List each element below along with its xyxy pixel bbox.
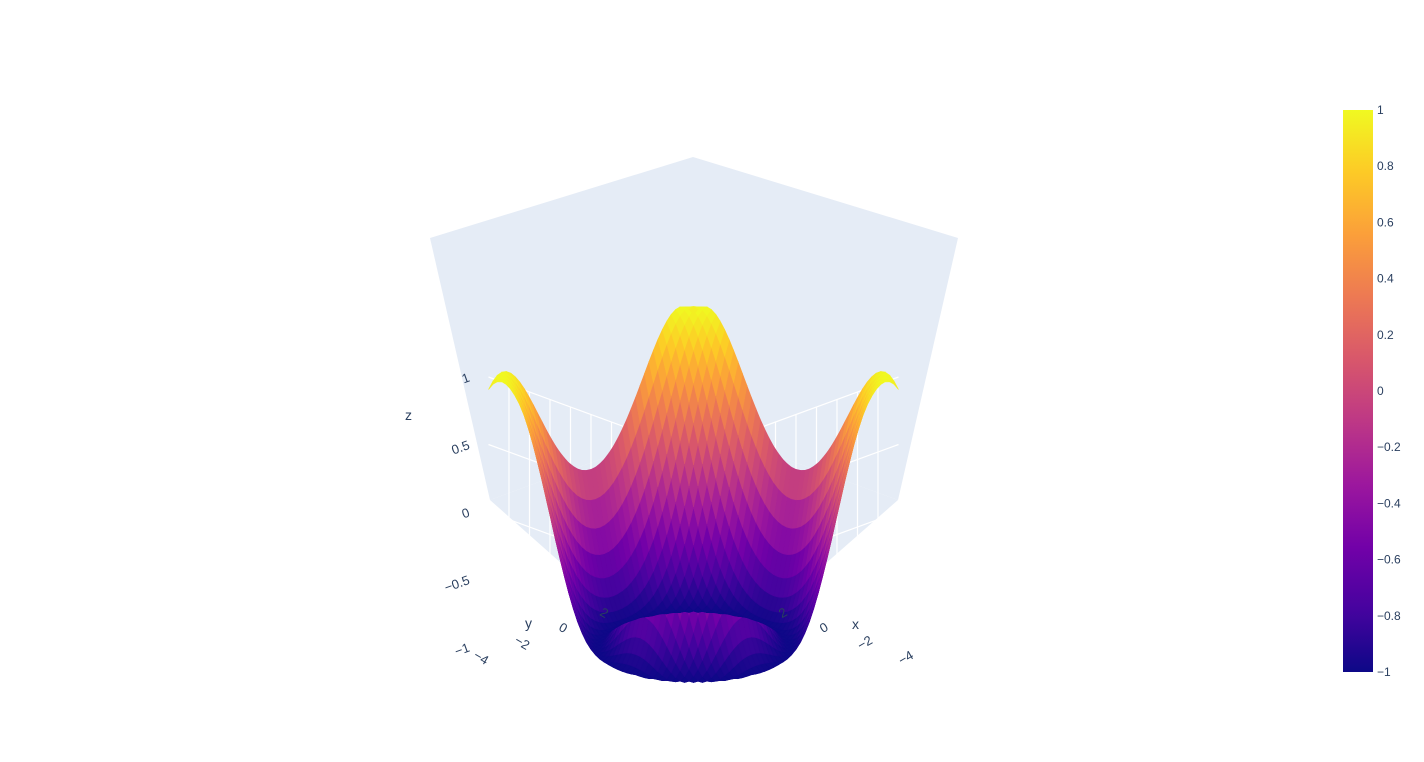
colorbar-tick-label: −0.6	[1377, 553, 1401, 567]
y-tick-label: −2	[512, 632, 532, 652]
colorbar-tick-label: −0.8	[1377, 609, 1401, 623]
z-tick-label: 0.5	[449, 437, 471, 457]
z-axis-title: z	[405, 407, 412, 423]
colorbar-tick-label: 0	[1377, 384, 1384, 398]
colorbar-tick-label: 1	[1377, 103, 1384, 117]
colorbar-tick-label: −0.2	[1377, 440, 1401, 454]
left-back-wall	[430, 157, 693, 500]
z-tick-label: 1	[460, 370, 472, 387]
colorbar-tick-label: 0.2	[1377, 328, 1394, 342]
x-tick-label: −4	[896, 647, 916, 667]
colorbar-tick-label: 0.8	[1377, 159, 1394, 173]
colorbar-tick-label: −0.4	[1377, 496, 1401, 510]
y-tick-label: −4	[471, 647, 491, 667]
surface	[488, 306, 899, 683]
x-tick-label: −2	[855, 632, 875, 652]
z-axis-ticks: −1 −0.5 0 0.5 1	[442, 370, 471, 659]
x-axis-title: x	[852, 616, 859, 632]
colorbar-ticks: 1 0.8 0.6 0.4 0.2 0 −0.2 −0.4 −0.6 −0.8 −1	[1377, 103, 1401, 679]
z-tick-label: −0.5	[442, 572, 471, 595]
right-back-wall	[693, 157, 958, 500]
y-axis-title: y	[525, 615, 532, 631]
colorbar-tick-label: 0.4	[1377, 272, 1394, 286]
colorbar-tick-label: −1	[1377, 665, 1391, 679]
colorbar-tick-label: 0.6	[1377, 215, 1394, 229]
z-tick-label: −1	[452, 640, 471, 659]
colorbar	[1343, 110, 1373, 672]
z-tick-label: 0	[460, 505, 472, 522]
